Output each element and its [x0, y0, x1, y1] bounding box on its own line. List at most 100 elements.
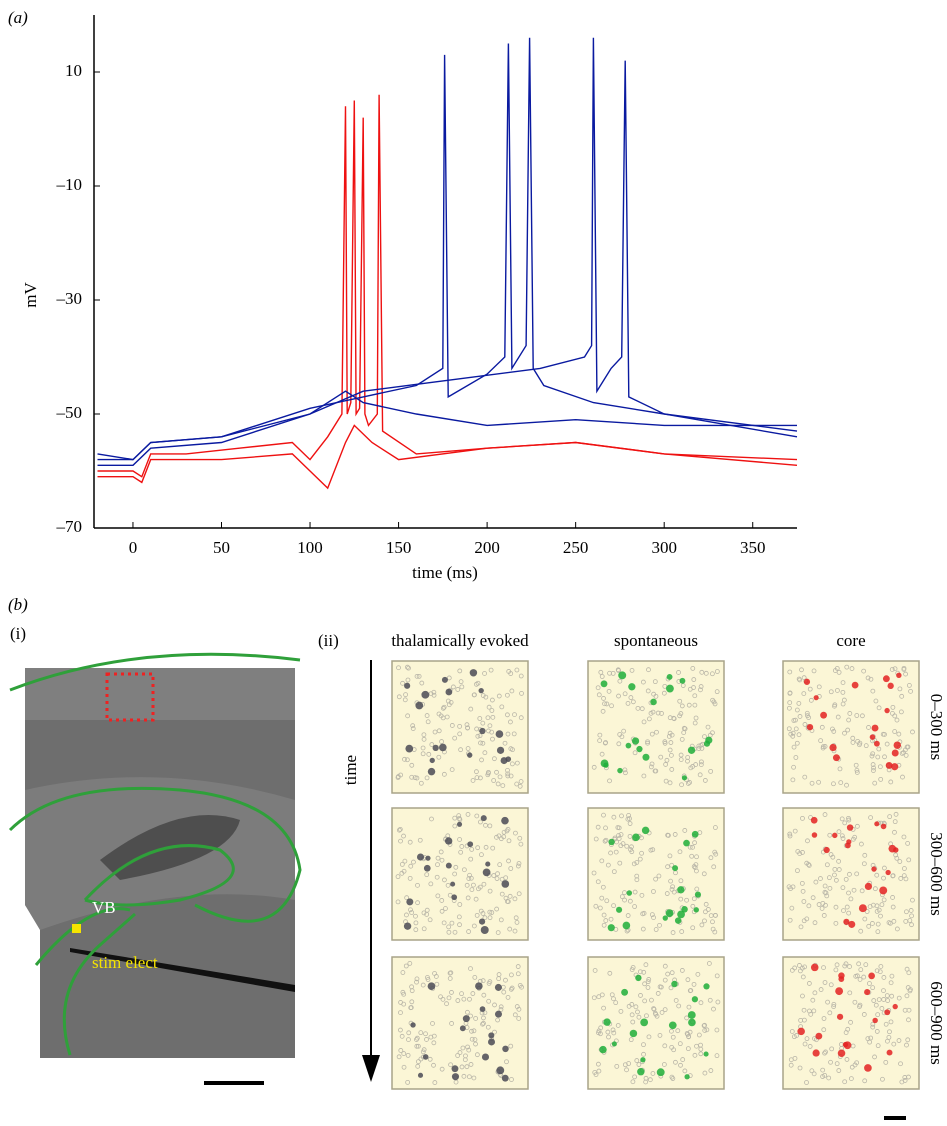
neuron [712, 701, 718, 707]
neuron [424, 1037, 429, 1042]
neuron [701, 1023, 707, 1029]
neuron [867, 1039, 873, 1045]
neuron [862, 916, 868, 922]
neuron [428, 1034, 434, 1040]
neuron [511, 731, 517, 737]
active-neuron [851, 681, 859, 689]
neuron [646, 977, 652, 982]
neuron [812, 920, 818, 926]
neuron [494, 769, 499, 775]
active-neuron [445, 862, 452, 869]
neuron [439, 739, 444, 744]
raster-panel [587, 807, 725, 941]
neuron [489, 697, 495, 703]
neuron [516, 1006, 522, 1012]
neuron [424, 713, 430, 718]
neuron [843, 876, 849, 882]
neuron [405, 1079, 411, 1085]
neuron [881, 988, 886, 994]
neuron [643, 1079, 649, 1085]
neuron [395, 874, 401, 880]
neuron [694, 1043, 699, 1049]
neuron [835, 688, 840, 693]
neuron [421, 736, 427, 742]
active-neuron [832, 754, 840, 762]
active-neuron [892, 1003, 898, 1010]
neuron [616, 833, 621, 838]
neuron [631, 861, 637, 867]
neuron [505, 773, 511, 779]
neuron [446, 702, 452, 708]
neuron [871, 768, 876, 773]
neuron [692, 693, 698, 699]
neuron [686, 1004, 692, 1010]
neuron [642, 981, 648, 987]
neuron [848, 896, 854, 902]
row-label: 0–300 ms [927, 694, 946, 761]
neuron [714, 1027, 720, 1033]
neuron [618, 1008, 624, 1014]
neuron [671, 715, 677, 721]
neuron [708, 768, 714, 774]
active-neuron [451, 1073, 460, 1081]
neuron [507, 893, 513, 899]
neuron [500, 783, 506, 788]
neuron [409, 984, 414, 990]
neuron [819, 906, 825, 911]
neuron [899, 693, 905, 699]
neuron [489, 708, 495, 713]
neuron [407, 875, 413, 881]
neuron [639, 706, 645, 712]
neuron [518, 841, 524, 847]
active-neuron [640, 1018, 649, 1027]
trace [97, 37, 798, 466]
neuron [689, 853, 695, 859]
neuron [629, 844, 634, 850]
neuron [471, 923, 477, 929]
neuron [881, 865, 887, 871]
neuron [468, 856, 474, 862]
neuron [787, 833, 793, 839]
neuron [846, 817, 852, 823]
neuron [421, 926, 427, 932]
active-neuron [404, 682, 411, 689]
neuron [874, 872, 880, 878]
neuron [438, 713, 444, 719]
neuron [489, 729, 495, 735]
neuron [883, 1059, 889, 1065]
x-tick-label: 200 [474, 538, 500, 557]
neuron [875, 1012, 881, 1018]
neuron [473, 1016, 479, 1021]
active-neuron [677, 886, 685, 894]
neuron [603, 825, 608, 831]
neuron [622, 691, 628, 697]
neuron [892, 819, 898, 825]
neuron [875, 921, 881, 927]
neuron [710, 926, 716, 932]
neuron [876, 746, 882, 752]
neuron [622, 890, 627, 896]
y-tick-label: –50 [56, 403, 83, 422]
raster-panel [587, 660, 725, 794]
neuron [629, 668, 635, 673]
neuron [494, 906, 500, 912]
active-neuron [445, 688, 453, 696]
neuron [516, 891, 522, 897]
neuron [874, 968, 880, 974]
neuron [837, 766, 843, 772]
neuron [710, 919, 715, 925]
active-neuron [451, 894, 458, 901]
neuron [486, 704, 492, 710]
neuron [687, 686, 693, 692]
neuron [875, 929, 881, 935]
neuron [407, 839, 413, 845]
neuron [834, 1061, 840, 1067]
neuron [505, 767, 510, 773]
neuron [655, 991, 661, 996]
neuron [407, 961, 413, 966]
neuron [483, 844, 489, 850]
neuron [667, 715, 673, 721]
neuron [413, 920, 419, 926]
neuron [903, 876, 909, 882]
active-neuron [705, 736, 713, 744]
